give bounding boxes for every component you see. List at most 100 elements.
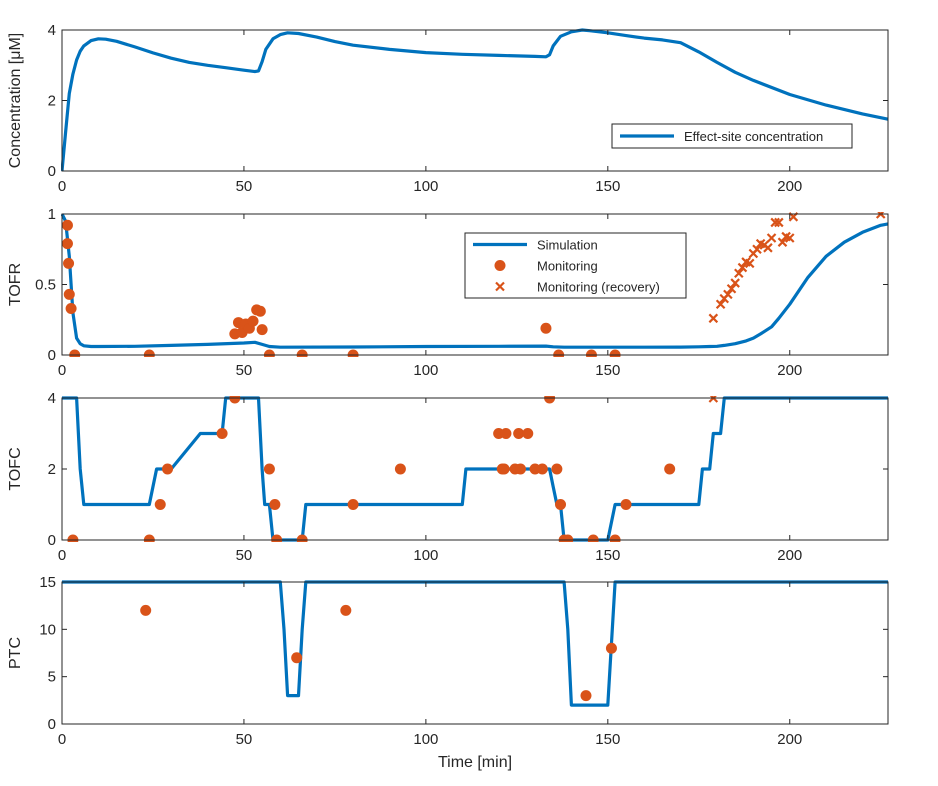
legend: Effect-site concentration xyxy=(611,123,853,149)
legend-swatch-circle xyxy=(494,260,506,271)
x-tick-label: 0 xyxy=(58,362,66,379)
data-point-cross xyxy=(777,237,788,247)
data-point xyxy=(254,305,266,317)
y-axis-label: TOFC xyxy=(7,447,24,490)
data-point xyxy=(605,642,617,654)
data-point-cross xyxy=(744,258,755,269)
x-tick-label: 50 xyxy=(236,362,253,379)
data-point-cross xyxy=(763,243,773,253)
data-point-cross xyxy=(770,217,780,228)
data-point-cross xyxy=(766,233,777,243)
y-tick-label: 0 xyxy=(48,716,56,733)
data-point xyxy=(513,428,525,439)
x-tick-label: 200 xyxy=(777,731,802,748)
y-tick-label: 0 xyxy=(48,347,56,364)
x-tick-label: 100 xyxy=(413,178,438,195)
legend-entry: Simulation xyxy=(537,238,598,253)
y-tick-label: 4 xyxy=(48,22,56,39)
subplot-1: 0 50 100 150 200 0 2 4 Concentration [μM] Effect-… xyxy=(7,22,889,195)
x-tick-label: 50 xyxy=(236,178,253,195)
y-tick-label: 10 xyxy=(39,621,56,638)
subplot-2: 0 50 100 150 200 0 0.5 1 TOFR Simulation Monitorin… xyxy=(7,206,889,379)
data-point xyxy=(498,463,510,475)
data-point xyxy=(63,288,75,300)
data-point xyxy=(162,463,174,475)
x-tick-label: 200 xyxy=(777,178,802,195)
data-point xyxy=(216,428,228,439)
data-point xyxy=(269,499,281,510)
series-line xyxy=(62,396,888,542)
x-tick-label: 0 xyxy=(58,178,66,195)
series-3 xyxy=(708,212,886,324)
x-tick-label: 100 xyxy=(413,731,438,748)
y-tick-label: 15 xyxy=(39,574,56,591)
x-tick-label: 0 xyxy=(58,547,66,564)
legend-swatch-cross xyxy=(495,281,505,292)
y-tick-label: 5 xyxy=(48,669,56,686)
y-tick-label: 0.5 xyxy=(35,277,56,294)
series-2 xyxy=(140,604,617,702)
data-point xyxy=(522,428,534,439)
data-point xyxy=(140,604,152,616)
legend: Simulation Monitoring Monitoring (recovery… xyxy=(464,232,687,299)
axes-box xyxy=(61,581,889,725)
series-line xyxy=(62,580,888,707)
data-point-cross xyxy=(708,313,719,324)
x-tick-label: 200 xyxy=(777,362,802,379)
x-tick-label: 150 xyxy=(595,178,620,195)
data-point xyxy=(61,219,73,231)
y-tick-label: 4 xyxy=(48,390,56,407)
y-tick-label: 2 xyxy=(48,461,56,478)
data-point xyxy=(291,652,303,664)
y-tick-label: 2 xyxy=(48,93,56,110)
series-1 xyxy=(61,28,889,172)
data-point xyxy=(247,315,259,327)
x-tick-label: 0 xyxy=(58,731,66,748)
x-tick-label: 50 xyxy=(236,547,253,564)
series-1 xyxy=(61,213,889,349)
data-point-cross xyxy=(730,278,740,288)
x-axis-label: Time [min] xyxy=(438,754,512,771)
y-axis-label: PTC xyxy=(7,637,24,669)
x-tick-label: 150 xyxy=(595,731,620,748)
data-point xyxy=(551,463,563,475)
y-axis-label: Concentration [μM] xyxy=(7,33,24,169)
subplot-3: 0 50 100 150 200 0 2 4 TOFC xyxy=(7,390,889,564)
y-tick-label: 0 xyxy=(48,163,56,180)
data-point-cross xyxy=(715,299,726,310)
data-point-cross xyxy=(726,283,737,294)
data-point xyxy=(536,463,548,475)
data-point-cross xyxy=(774,217,784,228)
legend-entry: Effect-site concentration xyxy=(684,129,823,144)
x-tick-label: 150 xyxy=(595,547,620,564)
series-line xyxy=(61,213,889,349)
legend-entry: Monitoring xyxy=(537,259,598,274)
data-point xyxy=(63,257,75,269)
x-tick-label: 50 xyxy=(236,731,253,748)
data-point-cross xyxy=(752,244,762,255)
data-point xyxy=(664,463,676,475)
series-1 xyxy=(62,580,888,707)
y-tick-label: 0 xyxy=(48,532,56,549)
data-point xyxy=(540,322,552,334)
data-point xyxy=(61,238,73,250)
data-point xyxy=(620,499,632,510)
plot-area xyxy=(62,582,888,724)
data-point xyxy=(394,463,406,475)
series-line xyxy=(61,28,889,172)
data-point xyxy=(514,463,526,475)
x-tick-label: 100 xyxy=(413,547,438,564)
legend-entry: Monitoring (recovery) xyxy=(537,280,660,295)
y-tick-label: 1 xyxy=(48,206,56,223)
data-point xyxy=(347,499,359,510)
data-point-cross xyxy=(734,268,744,278)
data-point xyxy=(65,302,77,314)
data-point xyxy=(154,499,166,510)
x-tick-label: 150 xyxy=(595,362,620,379)
data-point xyxy=(263,463,275,475)
data-point-cross xyxy=(737,262,748,273)
x-tick-label: 100 xyxy=(413,362,438,379)
series-1 xyxy=(62,396,888,542)
data-point-cross xyxy=(723,289,733,300)
data-point xyxy=(580,690,592,702)
